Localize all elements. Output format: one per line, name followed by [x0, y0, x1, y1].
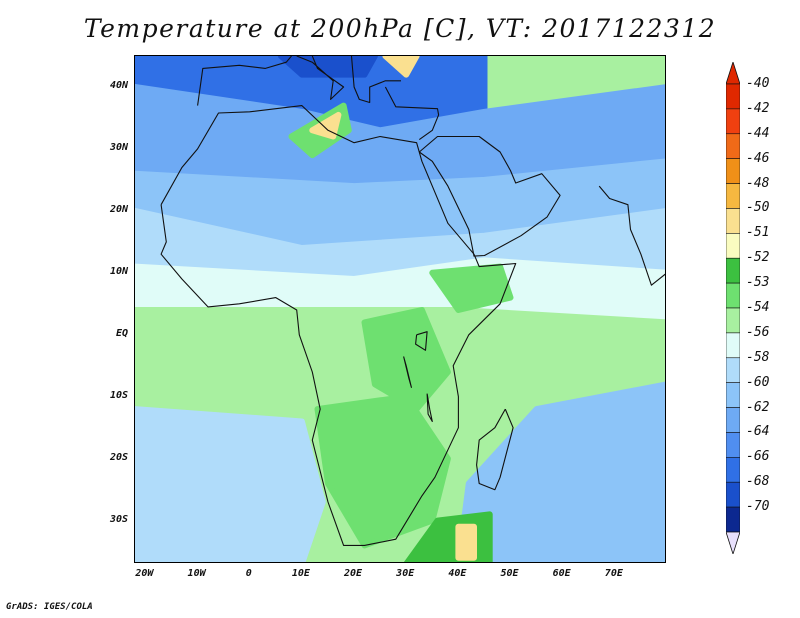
colorbar-level-label: -52: [746, 250, 770, 266]
shade-south-atlantic-cool: [135, 406, 326, 562]
lat-tick-label: 30N: [109, 141, 128, 153]
colorbar-level-label: -58: [746, 349, 770, 365]
africa-coastline: [160, 105, 517, 546]
lon-tick-label: 60E: [552, 568, 571, 579]
lon-tick-label: 70E: [604, 568, 623, 579]
colorbar-swatch: [726, 208, 740, 234]
color-legend-bar: [726, 62, 740, 554]
lat-tick-label: 40N: [109, 79, 128, 91]
lon-tick-label: 40E: [448, 568, 467, 579]
lat-tick-label: 30S: [109, 513, 128, 525]
lon-tick-label: 30E: [396, 568, 415, 579]
colorbar-swatch: [726, 307, 740, 334]
lon-tick-label: 20W: [135, 568, 154, 579]
lon-tick-label: 20E: [344, 568, 363, 579]
colorbar-swatch: [726, 481, 740, 508]
shade-balkans-dark: [278, 56, 378, 78]
turkey-coastline: [384, 86, 440, 141]
chart-title: Temperature at 200hPa [C], VT: 201712231…: [83, 14, 717, 43]
lat-tick-label: EQ: [115, 327, 128, 339]
madagascar-coastline: [476, 408, 514, 491]
colorbar-level-label: -60: [746, 374, 770, 390]
colorbar-swatch: [726, 382, 740, 408]
colorbar-level-label: -70: [746, 499, 770, 515]
lon-tick-label: 10W: [187, 568, 206, 579]
temperature-map: [135, 56, 665, 562]
greece-coastline: [350, 56, 401, 104]
colorbar-swatch: [726, 357, 740, 383]
colorbar-swatch: [726, 158, 740, 184]
colorbar-swatch: [726, 83, 740, 110]
shade-indian-ocean-cool: [455, 381, 665, 562]
lon-tick-label: 10E: [291, 568, 310, 579]
colorbar-swatch: [726, 183, 740, 209]
credit-text: GrADS: IGES/COLA: [6, 602, 93, 612]
colorbar-swatch: [726, 233, 740, 259]
colorbar-level-label: -64: [746, 424, 770, 440]
italy-coastline: [296, 56, 345, 100]
shade-libya-warm: [309, 111, 342, 140]
colorbar-under-arrow: [726, 531, 740, 554]
map-panel: [134, 55, 666, 563]
colorbar-swatch: [726, 407, 740, 433]
lake-outline-0: [415, 331, 428, 351]
lat-tick-label: 10N: [109, 265, 128, 277]
lat-tick-label: 10S: [109, 389, 128, 401]
colorbar-level-label: -62: [746, 399, 770, 415]
colorbar-level-label: -66: [746, 449, 770, 465]
lat-tick-label: 20N: [109, 203, 128, 215]
colorbar-level-label: -51: [746, 225, 770, 241]
colorbar-swatch: [726, 108, 740, 135]
colorbar-level-label: -40: [746, 76, 770, 91]
india-coastline: [598, 185, 665, 286]
arabia-coastline: [418, 135, 561, 257]
lon-tick-label: 0: [245, 568, 252, 579]
colorbar-swatch: [726, 506, 740, 533]
colorbar-over-arrow: [726, 62, 740, 85]
colorbar-swatch: [726, 257, 740, 284]
colorbar-swatch: [726, 332, 740, 359]
lake-outline-1: [403, 356, 412, 388]
colorbar-swatch: [726, 133, 740, 159]
colorbar-level-label: -46: [746, 150, 770, 166]
colorbar-swatch: [726, 282, 740, 309]
colorbar-swatch: [726, 432, 740, 458]
colorbar-level-label: -56: [746, 324, 770, 340]
colorbar-swatch: [726, 457, 740, 483]
colorbar-level-label: -50: [746, 200, 770, 216]
colorbar-level-label: -42: [746, 100, 770, 116]
colorbar-level-label: -68: [746, 474, 770, 490]
europe-coastline: [197, 56, 292, 106]
colorbar-level-label: -48: [746, 175, 770, 191]
colorbar-level-label: -44: [746, 125, 770, 141]
colorbar-level-label: -54: [746, 300, 770, 315]
shade-aegean-warm: [382, 56, 420, 78]
colorbar-level-label: -53: [746, 275, 770, 291]
lake-outline-2: [426, 393, 433, 423]
lon-tick-label: 50E: [500, 568, 519, 579]
shade-madagascar-warm: [455, 523, 477, 561]
shade-horn-green: [429, 263, 514, 313]
lat-tick-label: 20S: [109, 451, 128, 463]
